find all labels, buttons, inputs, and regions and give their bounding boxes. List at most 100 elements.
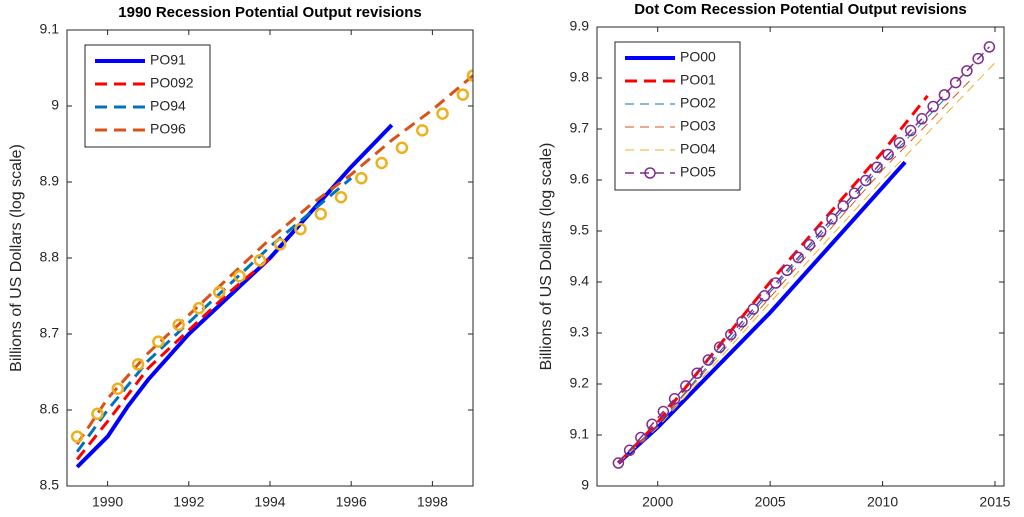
legend-label: PO00 — [680, 49, 716, 65]
legend-label: PO05 — [680, 164, 716, 180]
legend-label: PO03 — [680, 118, 716, 134]
marker — [294, 222, 307, 236]
y-tick-label: 8.5 — [40, 477, 60, 493]
y-tick-label: 8.9 — [40, 173, 60, 189]
marker — [758, 290, 771, 302]
marker — [859, 174, 872, 187]
marker — [612, 457, 625, 469]
marker — [837, 200, 849, 212]
marker — [395, 141, 409, 155]
marker — [314, 207, 327, 221]
marker — [770, 277, 782, 289]
y-axis-label: Billions of US Dollars (log scale) — [538, 143, 555, 371]
y-tick-label: 9.7 — [570, 120, 590, 136]
series — [612, 41, 996, 469]
y-tick-label: 9.6 — [570, 171, 590, 187]
marker — [691, 367, 703, 380]
marker — [904, 124, 917, 137]
series-line — [75, 177, 353, 453]
marker — [848, 187, 861, 200]
marker — [736, 316, 748, 328]
legend-marker — [644, 167, 656, 179]
series-line — [618, 77, 973, 464]
marker — [131, 358, 145, 371]
marker — [657, 405, 670, 418]
x-tick-label: 2000 — [642, 494, 673, 510]
y-tick-label: 9.9 — [570, 18, 590, 34]
marker — [466, 69, 473, 82]
marker — [814, 225, 827, 238]
chart-title: 1990 Recession Potential Output revision… — [118, 4, 421, 21]
marker — [702, 354, 715, 366]
marker — [456, 88, 470, 101]
x-tick-label: 1998 — [417, 494, 448, 510]
marker — [961, 65, 973, 77]
marker — [213, 285, 226, 299]
marker — [355, 171, 368, 185]
marker — [623, 444, 636, 457]
legend-label: PO94 — [150, 98, 186, 114]
axes-box — [596, 26, 1005, 487]
x-tick-label: 2010 — [867, 494, 898, 510]
marker — [826, 213, 838, 225]
marker — [668, 393, 681, 405]
y-tick-label: 9.2 — [570, 375, 590, 391]
marker — [803, 239, 816, 251]
marker — [416, 124, 429, 137]
marker — [792, 251, 805, 264]
marker — [172, 318, 185, 332]
series-line — [618, 62, 996, 464]
marker — [949, 76, 962, 89]
legend-label: PO092 — [150, 75, 194, 91]
series — [75, 256, 271, 461]
marker — [253, 254, 267, 267]
y-tick-label: 8.6 — [40, 401, 60, 417]
y-tick-label: 9.3 — [570, 324, 590, 340]
y-tick-label: 8.7 — [40, 325, 60, 341]
marker — [893, 137, 906, 149]
marker — [233, 269, 246, 283]
series-line — [75, 256, 271, 461]
legend-label: PO02 — [680, 95, 716, 111]
series — [75, 177, 353, 453]
marker — [882, 148, 894, 161]
y-tick-label: 9.1 — [570, 426, 590, 442]
y-axis-label: Billions of US Dollars (log scale) — [8, 144, 25, 372]
marker — [334, 190, 348, 204]
marker — [152, 335, 165, 348]
marker — [725, 328, 737, 341]
marker — [91, 407, 104, 421]
y-tick-label: 9.8 — [570, 69, 590, 85]
marker — [111, 382, 124, 395]
legend-label: PO91 — [150, 52, 186, 68]
series — [618, 77, 973, 464]
x-tick-label: 2015 — [979, 494, 1010, 510]
series — [70, 69, 473, 443]
marker — [916, 113, 928, 125]
x-tick-label: 1990 — [92, 494, 123, 510]
marker — [927, 100, 939, 113]
x-tick-label: 1992 — [173, 494, 204, 510]
chart-title: Dot Com Recession Potential Output revis… — [634, 1, 967, 18]
series-line — [617, 160, 907, 465]
marker — [192, 301, 206, 315]
marker — [871, 161, 883, 173]
y-tick-label: 9.5 — [570, 222, 590, 238]
marker — [273, 238, 287, 251]
marker — [983, 41, 996, 53]
marker — [646, 418, 658, 431]
marker — [375, 156, 388, 170]
marker — [972, 52, 984, 65]
marker — [70, 430, 84, 443]
legend-label: PO04 — [680, 141, 716, 157]
series — [618, 62, 996, 464]
legend-label: PO01 — [680, 72, 716, 88]
marker — [635, 431, 647, 444]
marker — [436, 107, 449, 120]
series-line — [617, 46, 990, 464]
marker — [938, 89, 951, 101]
y-tick-label: 9 — [51, 97, 59, 113]
legend-label: PO96 — [150, 121, 186, 137]
marker — [781, 264, 793, 277]
